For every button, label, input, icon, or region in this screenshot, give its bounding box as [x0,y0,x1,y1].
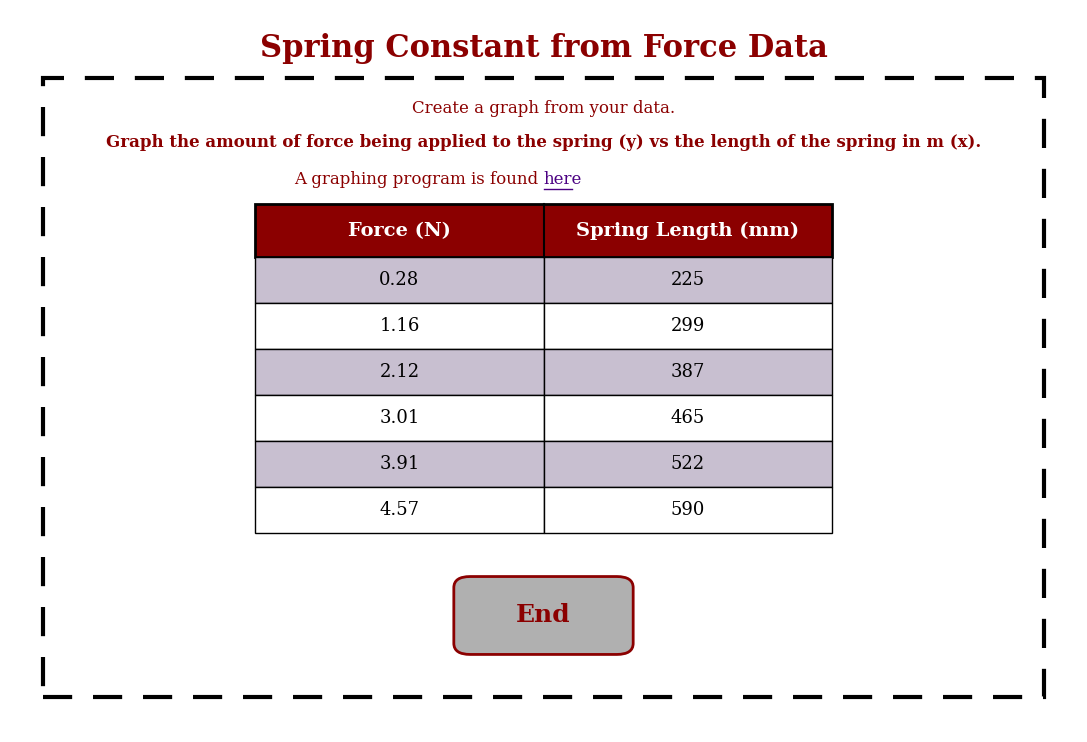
Text: here: here [544,171,582,188]
Text: Create a graph from your data.: Create a graph from your data. [412,100,675,117]
Text: 4.57: 4.57 [379,502,420,519]
Text: Force (N): Force (N) [348,222,451,240]
Text: 590: 590 [671,502,704,519]
Text: 3.91: 3.91 [379,456,420,473]
Text: 3.01: 3.01 [379,410,420,427]
Text: Graph the amount of force being applied to the spring (y) vs the length of the s: Graph the amount of force being applied … [105,134,982,151]
Text: Spring Length (mm): Spring Length (mm) [576,222,799,240]
Text: 1.16: 1.16 [379,318,420,335]
Text: 0.28: 0.28 [379,272,420,289]
Text: 225: 225 [671,272,704,289]
Text: 387: 387 [671,364,704,381]
Text: End: End [516,603,571,628]
Text: A graphing program is found: A graphing program is found [295,171,544,188]
Text: 299: 299 [671,318,704,335]
Text: 465: 465 [671,410,704,427]
Text: 522: 522 [671,456,704,473]
Text: Spring Constant from Force Data: Spring Constant from Force Data [260,33,827,65]
Text: 2.12: 2.12 [379,364,420,381]
